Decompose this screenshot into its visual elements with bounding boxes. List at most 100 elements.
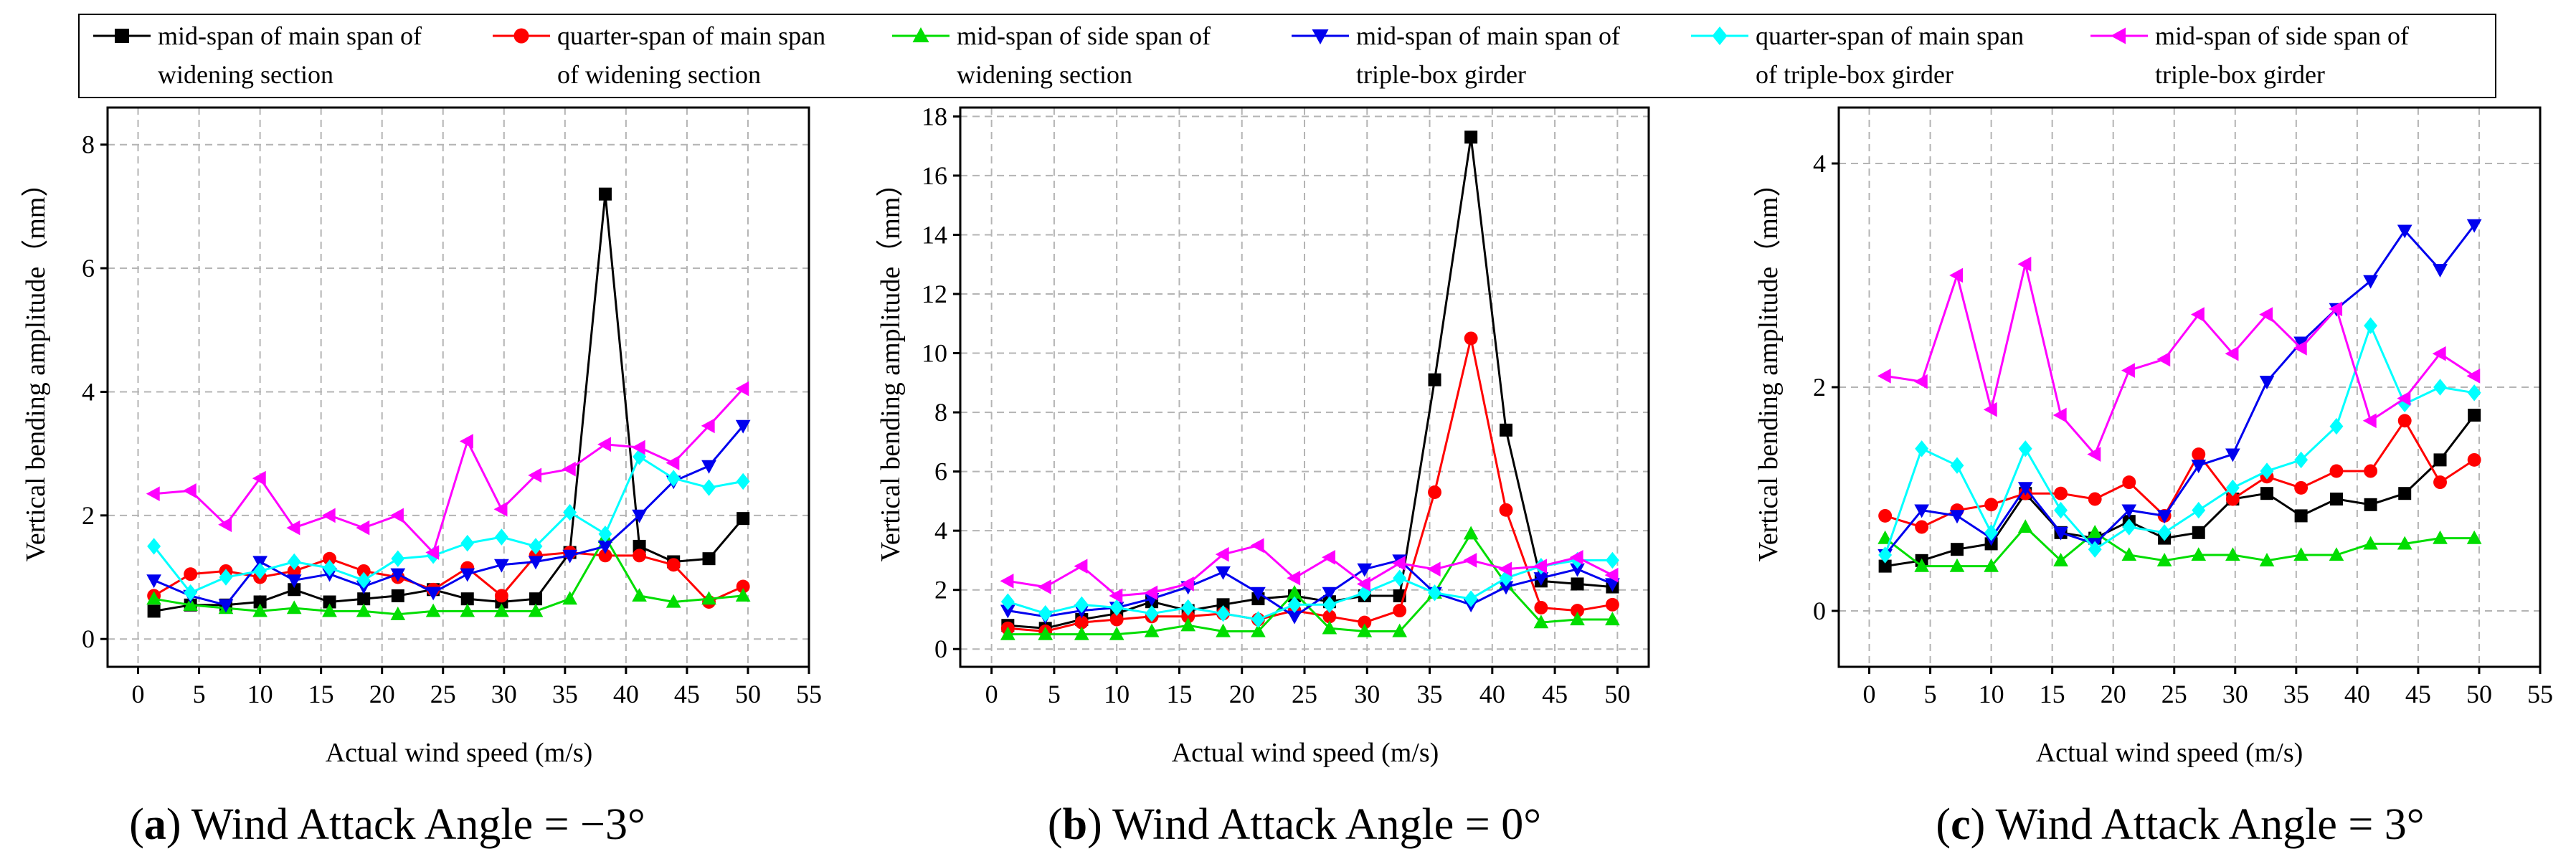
- legend: mid-span of main span of widening section…: [78, 14, 2496, 98]
- data-point: [2364, 498, 2377, 511]
- data-point: [2466, 369, 2481, 384]
- data-point: [425, 603, 441, 617]
- data-point: [2329, 417, 2344, 435]
- y-tick-label: 4: [934, 516, 947, 545]
- data-point: [1605, 578, 1620, 592]
- x-tick-label: 20: [1229, 680, 1255, 708]
- data-point: [2225, 547, 2240, 561]
- data-point: [2192, 501, 2206, 519]
- data-point: [1215, 546, 1229, 562]
- data-point: [1180, 617, 1196, 632]
- data-point: [1180, 576, 1194, 592]
- data-point: [286, 520, 300, 536]
- y-tick-label: 8: [82, 130, 95, 159]
- data-point: [597, 437, 612, 452]
- data-point: [1038, 626, 1053, 640]
- data-point: [633, 448, 647, 465]
- data-point: [632, 509, 647, 523]
- data-point: [356, 603, 371, 617]
- data-point: [735, 588, 751, 602]
- data-point: [2190, 307, 2205, 322]
- data-point: [2225, 448, 2240, 462]
- data-point: [2293, 341, 2307, 356]
- data-point: [1393, 604, 1407, 618]
- data-point: [2053, 553, 2068, 566]
- panel-a-letter: a: [144, 800, 166, 849]
- data-point: [529, 538, 543, 555]
- data-point: [1000, 573, 1014, 589]
- panel-b-caption-text: Wind Attack Angle = 0°: [1102, 800, 1541, 849]
- legend-swatch-marker: [2111, 27, 2126, 44]
- data-point: [1322, 549, 1336, 565]
- data-point: [1358, 615, 1372, 630]
- y-tick-label: 16: [922, 161, 947, 190]
- data-point: [1000, 626, 1015, 640]
- panel-a-caption: (a) Wind Attack Angle = −3°: [129, 800, 645, 849]
- data-point: [1181, 599, 1195, 617]
- legend-label: quarter-span of main span: [557, 22, 825, 50]
- x-tick-label: 25: [430, 680, 456, 708]
- data-point: [528, 467, 542, 483]
- data-point: [1393, 569, 1407, 587]
- data-point: [2363, 275, 2378, 289]
- data-point: [2088, 492, 2102, 506]
- x-tick-label: 50: [1604, 680, 1630, 708]
- data-point: [2329, 547, 2344, 561]
- data-point: [287, 553, 301, 571]
- data-point: [598, 187, 612, 201]
- data-point: [390, 606, 406, 620]
- x-tick-label: 35: [1417, 680, 1443, 708]
- panel-a-xlabel: Actual wind speed (m/s): [326, 738, 593, 768]
- data-point: [1571, 604, 1584, 618]
- data-point: [702, 552, 716, 566]
- x-tick-label: 30: [2222, 680, 2248, 708]
- data-point: [1428, 373, 1441, 386]
- data-point: [633, 549, 647, 563]
- y-tick-label: 2: [1813, 373, 1826, 402]
- data-point: [1878, 508, 1893, 523]
- data-point: [666, 455, 680, 470]
- data-point: [2364, 464, 2378, 478]
- x-tick-label: 0: [985, 680, 998, 708]
- data-point: [2468, 409, 2481, 422]
- data-point: [562, 591, 577, 605]
- data-point: [666, 558, 681, 572]
- data-point: [2433, 475, 2447, 490]
- data-point: [1074, 596, 1089, 614]
- data-point: [1915, 520, 1929, 534]
- data-point: [2087, 525, 2103, 538]
- panel-c-xlabel: Actual wind speed (m/s): [2036, 738, 2303, 768]
- data-point: [1074, 626, 1089, 640]
- data-point: [529, 592, 543, 606]
- data-point: [1499, 569, 1513, 587]
- data-point: [253, 562, 267, 580]
- data-point: [2329, 301, 2343, 317]
- x-tick-label: 40: [2344, 680, 2370, 708]
- legend-label: mid-span of side span of: [2155, 22, 2409, 50]
- data-point: [1950, 457, 1964, 474]
- y-tick-label: 4: [1813, 149, 1826, 178]
- data-point: [1144, 623, 1160, 637]
- data-point: [147, 604, 161, 618]
- data-point: [218, 599, 234, 613]
- data-point: [1605, 551, 1619, 569]
- legend-label: mid-span of main span of: [158, 22, 422, 50]
- data-point: [286, 600, 302, 614]
- data-point: [494, 559, 509, 573]
- data-point: [701, 591, 716, 605]
- legend-label: mid-span of side span of: [957, 22, 1211, 50]
- data-point: [147, 538, 161, 555]
- data-point: [737, 512, 750, 526]
- data-point: [562, 461, 576, 477]
- data-point: [2294, 451, 2309, 469]
- data-point: [391, 589, 404, 602]
- data-point: [1949, 558, 1965, 572]
- y-tick-label: 0: [934, 635, 947, 663]
- data-point: [1571, 577, 1584, 591]
- data-point: [1287, 610, 1302, 625]
- data-point: [2087, 447, 2101, 462]
- data-point: [1322, 587, 1337, 601]
- data-point: [2122, 475, 2136, 490]
- data-point: [2467, 452, 2481, 467]
- data-point: [1109, 588, 1123, 604]
